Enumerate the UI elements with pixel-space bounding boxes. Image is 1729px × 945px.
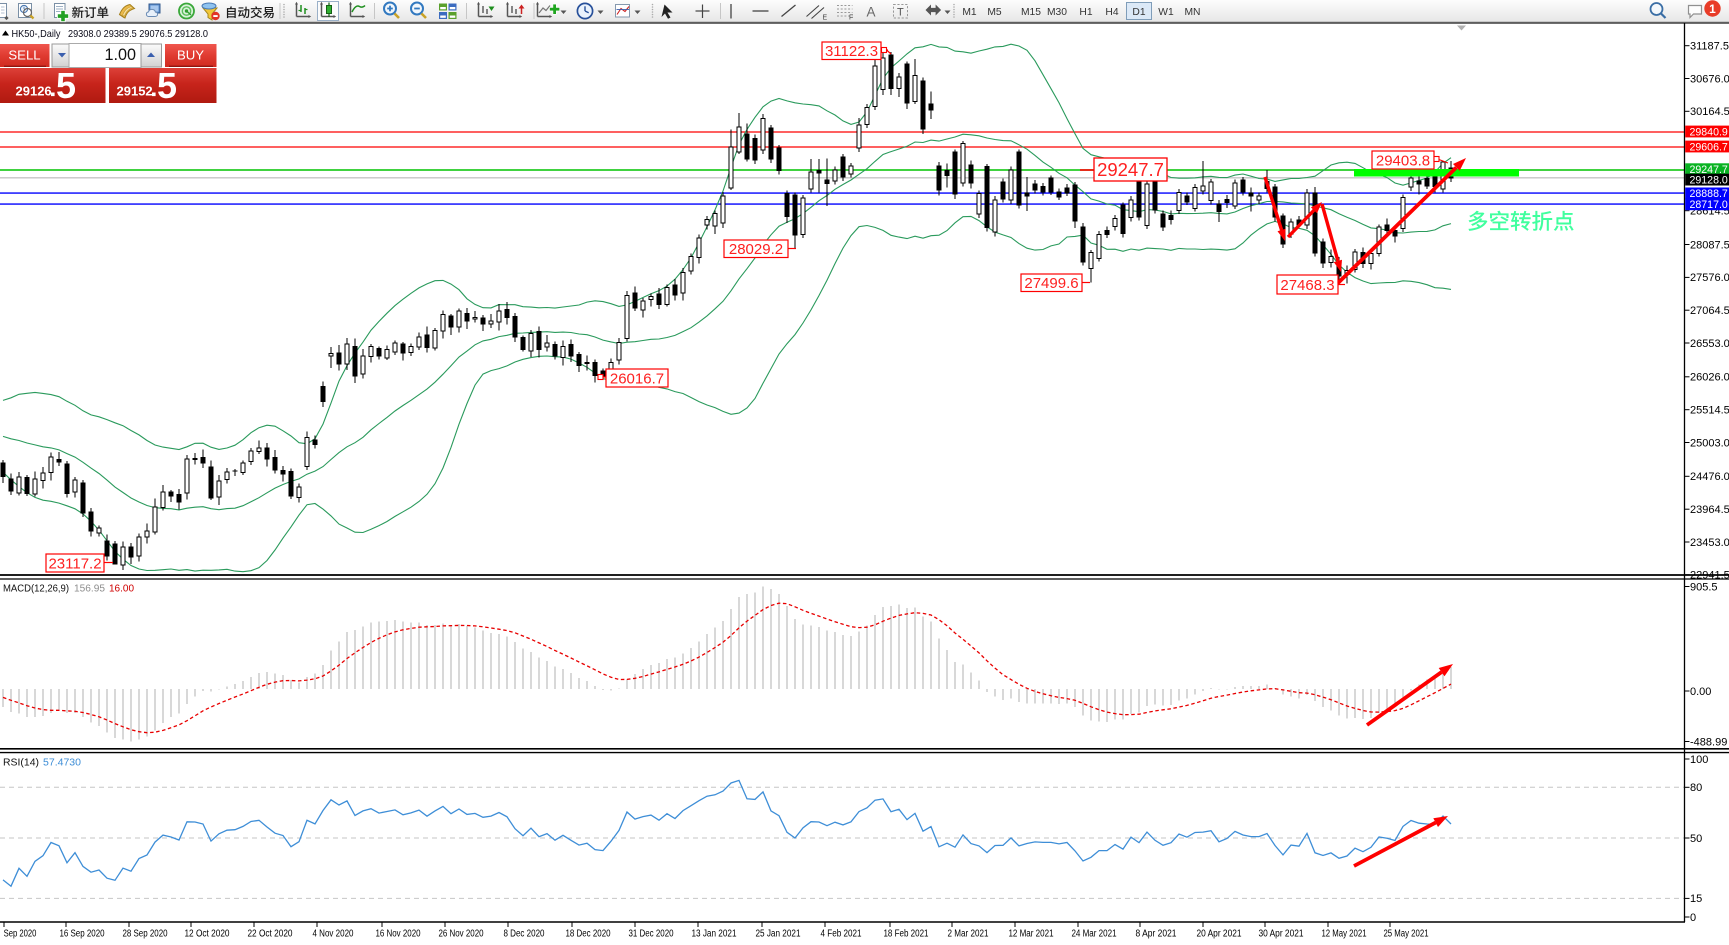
svg-text:16 Sep 2020: 16 Sep 2020 [59, 929, 105, 940]
svg-text:F: F [849, 15, 853, 22]
svg-text:12 Oct 2020: 12 Oct 2020 [184, 929, 230, 940]
svg-text:BUY: BUY [177, 48, 204, 63]
svg-text:29247.7: 29247.7 [1690, 164, 1728, 176]
svg-text:5: 5 [157, 65, 177, 106]
svg-text:23117.2: 23117.2 [48, 555, 101, 572]
svg-text:156.95: 156.95 [74, 584, 105, 595]
svg-text:30 Apr 2021: 30 Apr 2021 [1258, 929, 1303, 940]
svg-text:28717.0: 28717.0 [1690, 199, 1728, 211]
svg-text:24476.0: 24476.0 [1690, 471, 1729, 483]
svg-text:M5: M5 [987, 7, 1002, 18]
svg-text:M1: M1 [962, 7, 977, 18]
svg-text:0.00: 0.00 [1690, 686, 1711, 698]
svg-text:8 Dec 2020: 8 Dec 2020 [504, 929, 545, 940]
svg-text:Sep 2020: Sep 2020 [4, 929, 37, 940]
svg-text:27499.6: 27499.6 [1024, 275, 1078, 292]
svg-text:HK50-,Daily: HK50-,Daily [12, 28, 62, 40]
svg-text:W1: W1 [1158, 7, 1174, 18]
svg-text:22 Oct 2020: 22 Oct 2020 [247, 929, 293, 940]
svg-text:18 Feb 2021: 18 Feb 2021 [883, 929, 928, 940]
svg-text:8 Apr 2021: 8 Apr 2021 [1136, 929, 1177, 940]
svg-text:26 Nov 2020: 26 Nov 2020 [438, 929, 484, 940]
svg-text:E: E [823, 15, 828, 22]
svg-text:25514.5: 25514.5 [1690, 405, 1729, 417]
svg-text:28029.2: 28029.2 [729, 241, 783, 258]
svg-text:20 Apr 2021: 20 Apr 2021 [1196, 929, 1241, 940]
svg-text:29403.8: 29403.8 [1376, 152, 1430, 169]
svg-text:18 Dec 2020: 18 Dec 2020 [565, 929, 611, 940]
svg-text:H1: H1 [1079, 7, 1092, 18]
svg-text:23964.5: 23964.5 [1690, 504, 1729, 516]
svg-text:A: A [867, 5, 876, 20]
svg-text:15: 15 [1690, 893, 1702, 905]
svg-text:MACD(12,26,9): MACD(12,26,9) [3, 584, 69, 595]
svg-text:27576.0: 27576.0 [1690, 272, 1729, 284]
svg-text:27468.3: 27468.3 [1280, 277, 1334, 294]
svg-text:RSI(14): RSI(14) [3, 758, 39, 769]
svg-text:-488.99: -488.99 [1690, 736, 1727, 748]
svg-text:13 Jan 2021: 13 Jan 2021 [691, 929, 736, 940]
svg-text:905.5: 905.5 [1690, 581, 1718, 593]
svg-text:100: 100 [1690, 754, 1708, 766]
svg-text:25003.0: 25003.0 [1690, 437, 1729, 449]
svg-text:M15: M15 [1021, 7, 1041, 18]
svg-text:31187.5: 31187.5 [1690, 41, 1729, 53]
svg-text:16.00: 16.00 [109, 584, 134, 595]
svg-text:26026.0: 26026.0 [1690, 372, 1729, 384]
svg-text:24 Mar 2021: 24 Mar 2021 [1071, 929, 1116, 940]
svg-text:1: 1 [1709, 2, 1716, 16]
svg-text:26553.0: 26553.0 [1690, 338, 1729, 350]
svg-text:27064.5: 27064.5 [1690, 305, 1729, 317]
svg-text:29840.9: 29840.9 [1690, 126, 1728, 138]
svg-text:0: 0 [1690, 912, 1696, 924]
svg-text:30164.5: 30164.5 [1690, 106, 1729, 118]
svg-text:29128.0: 29128.0 [1690, 174, 1728, 186]
svg-text:2 Mar 2021: 2 Mar 2021 [948, 929, 989, 940]
svg-text:23453.0: 23453.0 [1690, 537, 1729, 549]
svg-text:22941.5: 22941.5 [1690, 570, 1729, 582]
svg-text:M30: M30 [1047, 7, 1067, 18]
svg-text:29308.0 29389.5 29076.5 29128.: 29308.0 29389.5 29076.5 29128.0 [68, 28, 208, 40]
svg-text:H4: H4 [1105, 7, 1118, 18]
svg-text:57.4730: 57.4730 [43, 758, 81, 769]
svg-text:28087.5: 28087.5 [1690, 239, 1729, 251]
svg-text:T: T [897, 7, 904, 19]
svg-text:28 Sep 2020: 28 Sep 2020 [122, 929, 168, 940]
svg-text:29126: 29126 [16, 84, 52, 99]
svg-text:31122.3: 31122.3 [825, 43, 878, 60]
svg-text:12 Mar 2021: 12 Mar 2021 [1008, 929, 1053, 940]
svg-text:29606.7: 29606.7 [1690, 141, 1728, 153]
svg-text:MN: MN [1184, 7, 1200, 18]
svg-text:29247.7: 29247.7 [1097, 159, 1164, 180]
svg-text:12 May 2021: 12 May 2021 [1321, 929, 1366, 940]
svg-text:25 May 2021: 25 May 2021 [1383, 929, 1428, 940]
svg-text:4 Nov 2020: 4 Nov 2020 [313, 929, 354, 940]
svg-text:4 Feb 2021: 4 Feb 2021 [821, 929, 862, 940]
svg-text:26016.7: 26016.7 [610, 370, 664, 387]
svg-text:1.00: 1.00 [104, 46, 136, 64]
svg-text:25 Jan 2021: 25 Jan 2021 [755, 929, 800, 940]
svg-text:SELL: SELL [8, 48, 40, 63]
svg-text:50: 50 [1690, 833, 1702, 845]
svg-text:28888.7: 28888.7 [1690, 188, 1728, 200]
svg-text:29152: 29152 [117, 84, 153, 99]
svg-text:80: 80 [1690, 782, 1702, 794]
svg-text:5: 5 [56, 65, 76, 106]
svg-text:16 Nov 2020: 16 Nov 2020 [375, 929, 421, 940]
svg-text:31 Dec 2020: 31 Dec 2020 [628, 929, 674, 940]
svg-text:30676.0: 30676.0 [1690, 73, 1729, 85]
svg-text:D1: D1 [1132, 7, 1145, 18]
